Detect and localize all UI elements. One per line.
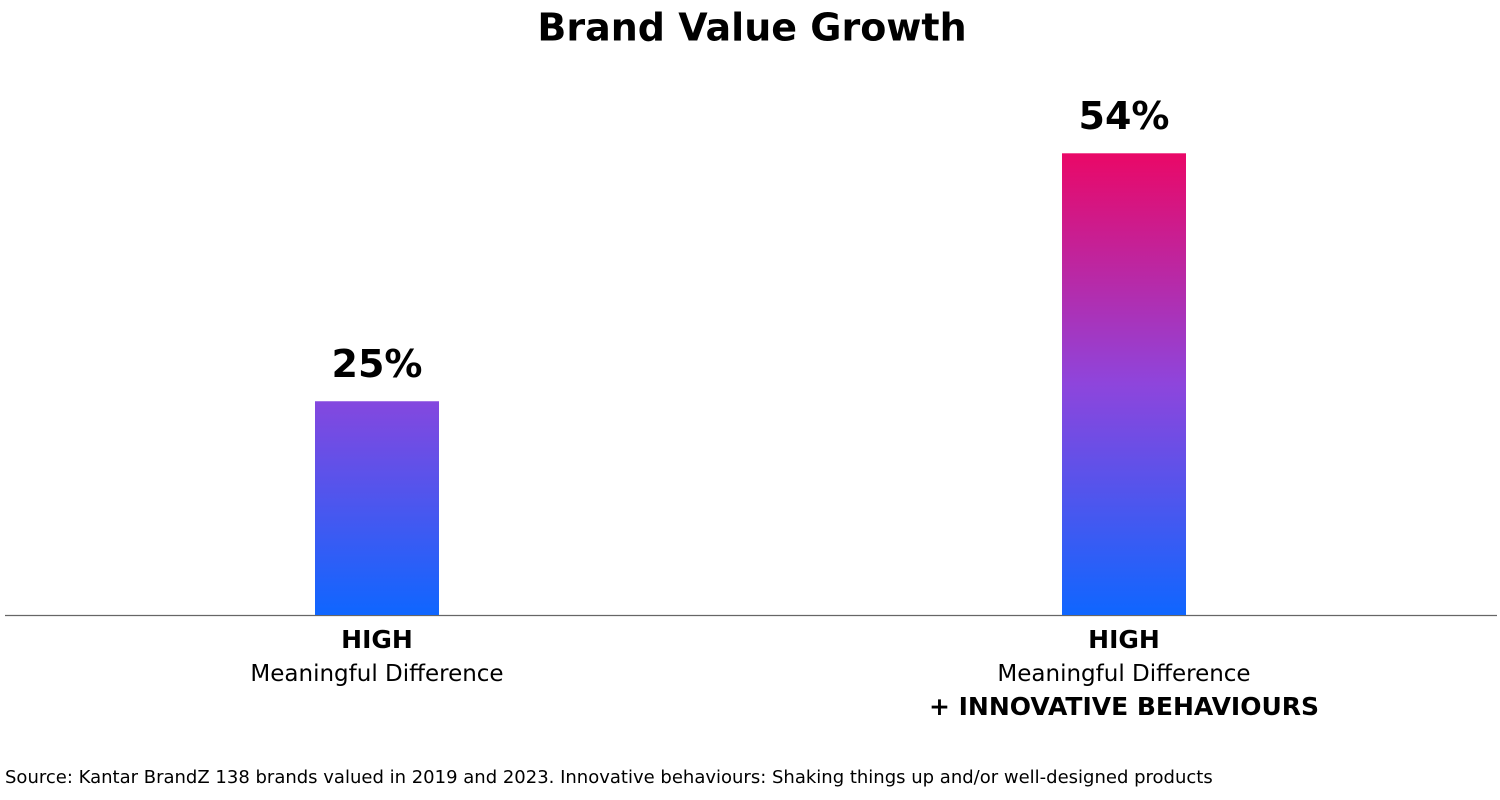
category-label: HIGH [341, 625, 413, 654]
chart-title: Brand Value Growth [537, 6, 966, 50]
bar [1062, 153, 1186, 616]
category-label: Meaningful Difference [250, 661, 503, 687]
category-label: + INNOVATIVE BEHAVIOURS [929, 692, 1319, 721]
value-label: 25% [332, 342, 423, 386]
bar [315, 401, 439, 615]
value-label: 54% [1079, 94, 1170, 138]
source-note: Source: Kantar BrandZ 138 brands valued … [5, 767, 1213, 788]
category-label: Meaningful Difference [997, 661, 1250, 687]
category-label: HIGH [1088, 625, 1160, 654]
